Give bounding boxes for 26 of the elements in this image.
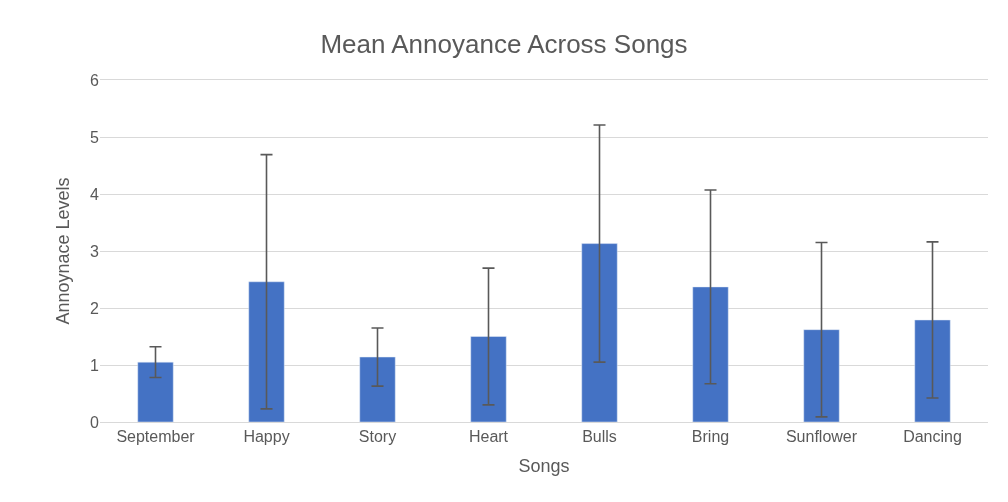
x-tick-label: Bulls: [582, 428, 617, 446]
x-tick-label: September: [116, 428, 196, 446]
bar: [803, 329, 840, 422]
y-tick-label: 5: [90, 128, 100, 146]
bar: [692, 286, 729, 422]
bar: [359, 356, 396, 422]
x-tick-label: Bring: [691, 428, 730, 446]
bar: [914, 319, 951, 422]
x-tick-label: Happy: [243, 428, 290, 446]
x-tick-label: Heart: [468, 428, 509, 446]
chart-title: Mean Annoyance Across Songs: [320, 29, 688, 60]
y-tick-label: 3: [90, 242, 100, 260]
x-tick-label: Dancing: [903, 428, 962, 446]
y-tick-label: 6: [90, 71, 100, 89]
y-tick-label: 1: [90, 356, 100, 374]
y-tick-label: 2: [90, 299, 100, 317]
bar: [248, 281, 285, 422]
x-axis-title: Songs: [518, 456, 570, 477]
y-tick-label: 0: [90, 413, 100, 431]
x-tick-label: Sunflower: [785, 428, 858, 446]
bar: [581, 243, 618, 422]
bar: [470, 336, 507, 422]
x-tick-label: Story: [358, 428, 397, 446]
y-axis-title: Annoynace Levels: [53, 177, 74, 325]
y-tick-label: 4: [90, 185, 100, 203]
bar: [137, 361, 174, 422]
